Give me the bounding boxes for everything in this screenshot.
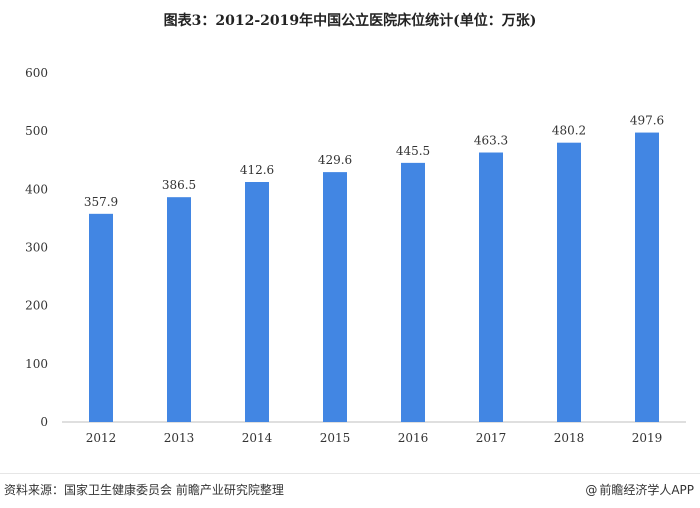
y-tick-label-300: 300 <box>25 241 48 255</box>
x-tick-label-2018: 2018 <box>554 431 585 445</box>
x-tick-label-2014: 2014 <box>242 431 273 445</box>
bar-2013 <box>167 197 191 422</box>
x-tick-label-2017: 2017 <box>476 431 507 445</box>
x-tick-label-2013: 2013 <box>164 431 195 445</box>
bar-2012 <box>89 213 113 422</box>
data-label-2014: 412.6 <box>240 163 274 177</box>
x-tick-label-2019: 2019 <box>632 431 663 445</box>
footer-divider <box>0 473 700 474</box>
data-label-2015: 429.6 <box>318 153 352 167</box>
y-tick-label-600: 600 <box>25 66 48 80</box>
bar-2017 <box>479 152 503 422</box>
bar-2015 <box>323 172 347 422</box>
chart-area: 0 100 200 300 400 500 600 357.9 2012 386.5 2013 412… <box>25 66 686 445</box>
data-label-2017: 463.3 <box>474 134 508 148</box>
y-tick-label-100: 100 <box>25 357 48 371</box>
bar-2019 <box>635 132 659 422</box>
bar-2016 <box>401 162 425 422</box>
y-tick-label-0: 0 <box>40 415 48 429</box>
x-tick-label-2012: 2012 <box>86 431 117 445</box>
data-label-2013: 386.5 <box>162 178 196 192</box>
bar-chart: 0 100 200 300 400 500 600 357.9 2012 386.5 2013 412… <box>25 66 686 445</box>
at-sign-icon: @ <box>585 483 598 497</box>
y-tick-label-400: 400 <box>25 182 48 196</box>
brand-label: 前瞻经济学人APP <box>599 483 694 497</box>
data-label-2016: 445.5 <box>396 144 430 158</box>
x-tick-label-2015: 2015 <box>320 431 351 445</box>
y-tick-label-200: 200 <box>25 299 48 313</box>
data-label-2012: 357.9 <box>84 195 118 209</box>
y-tick-label-500: 500 <box>25 124 48 138</box>
data-label-2018: 480.2 <box>552 124 586 138</box>
bar-2018 <box>557 142 581 423</box>
chart-title: 图表3：2012-2019年中国公立医院床位统计(单位：万张) <box>163 13 537 29</box>
brand-credit: @ 前瞻经济学人APP <box>585 481 694 498</box>
source-note: 资料来源：国家卫生健康委员会 前瞻产业研究院整理 <box>4 483 284 497</box>
x-tick-label-2016: 2016 <box>398 431 429 445</box>
data-label-2019: 497.6 <box>630 114 664 128</box>
bar-2014 <box>245 182 269 422</box>
